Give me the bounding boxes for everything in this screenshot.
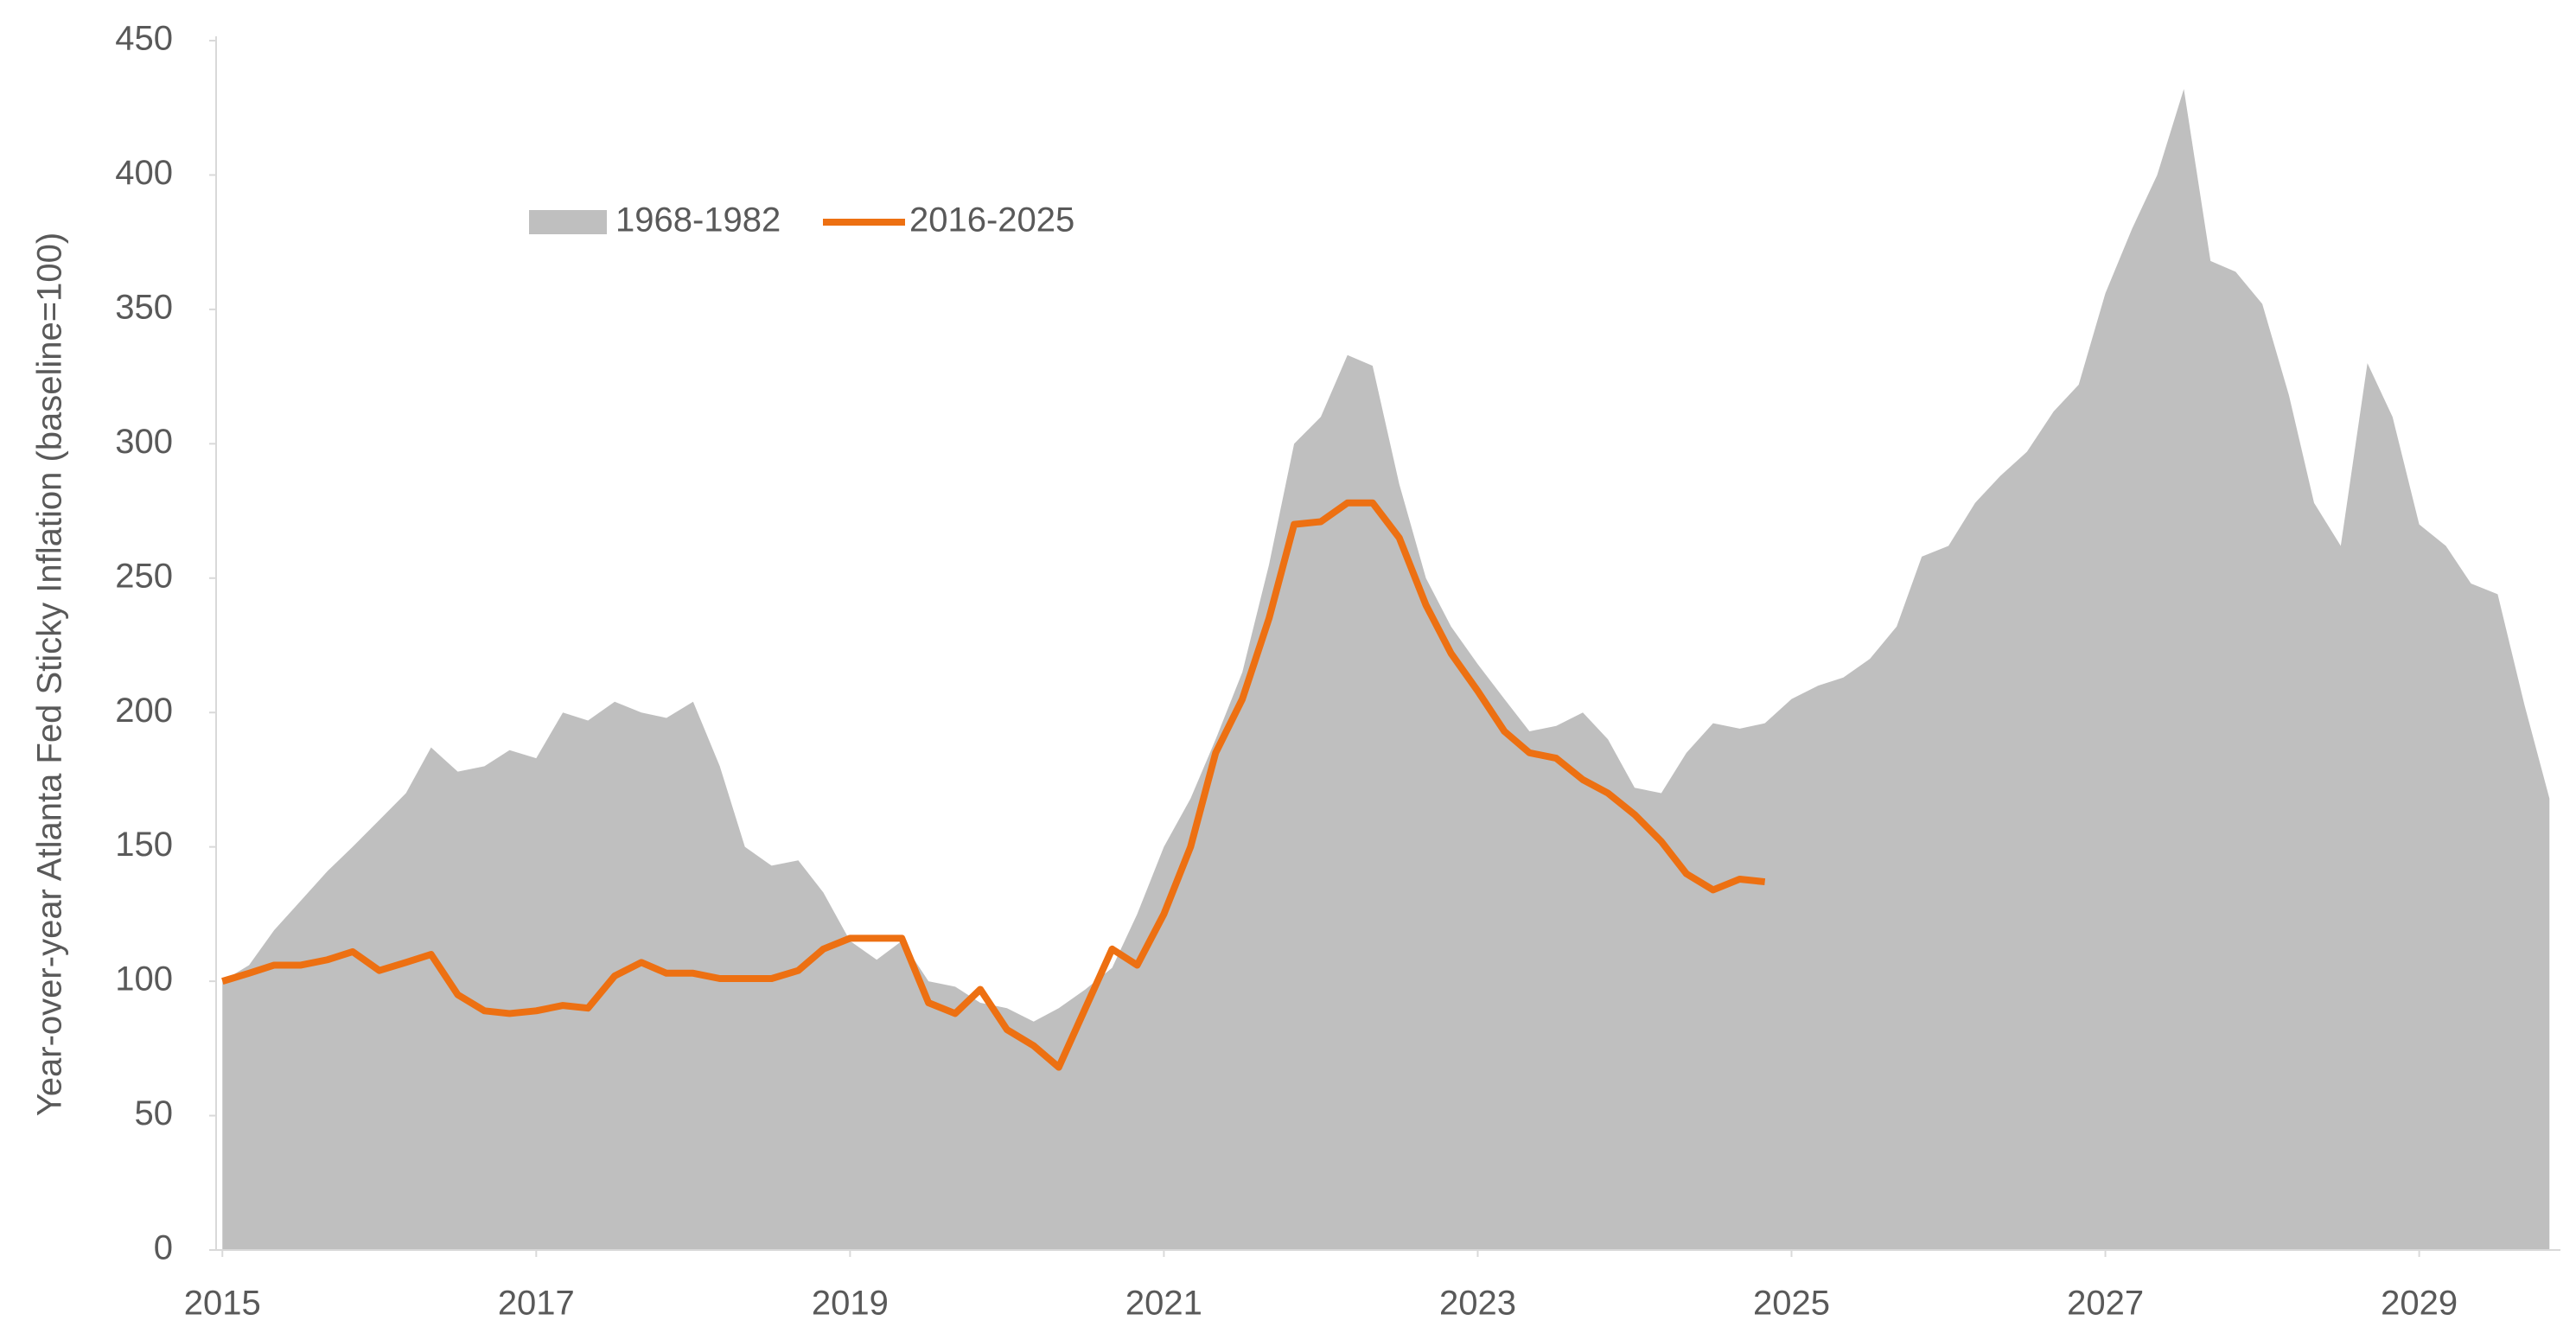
legend-label: 1968-1982 <box>615 201 781 239</box>
x-tick-label: 2021 <box>1125 1285 1202 1323</box>
legend-swatch <box>529 210 607 234</box>
y-tick-label: 0 <box>154 1229 173 1267</box>
x-tick-label: 2017 <box>498 1285 575 1323</box>
x-tick-label: 2015 <box>184 1285 261 1323</box>
x-tick-label: 2029 <box>2381 1285 2458 1323</box>
y-tick-label: 250 <box>115 557 173 595</box>
y-tick-label: 450 <box>115 20 173 58</box>
legend-label: 2016-2025 <box>909 201 1074 239</box>
x-tick-label: 2027 <box>2067 1285 2144 1323</box>
y-tick-label: 350 <box>115 288 173 326</box>
x-tick-label: 2023 <box>1439 1285 1516 1323</box>
y-tick-label: 100 <box>115 960 173 998</box>
y-axis-label: Year-over-year Atlanta Fed Sticky Inflat… <box>31 233 69 1116</box>
y-tick-label: 150 <box>115 826 173 864</box>
y-tick-label: 300 <box>115 423 173 461</box>
y-tick-label: 200 <box>115 692 173 730</box>
y-tick-label: 50 <box>135 1094 174 1132</box>
line <box>221 499 1766 1071</box>
x-tick-label: 2025 <box>1753 1285 1830 1323</box>
x-tick-label: 2019 <box>812 1285 889 1323</box>
y-tick-label: 400 <box>115 154 173 192</box>
area <box>222 88 2550 1251</box>
